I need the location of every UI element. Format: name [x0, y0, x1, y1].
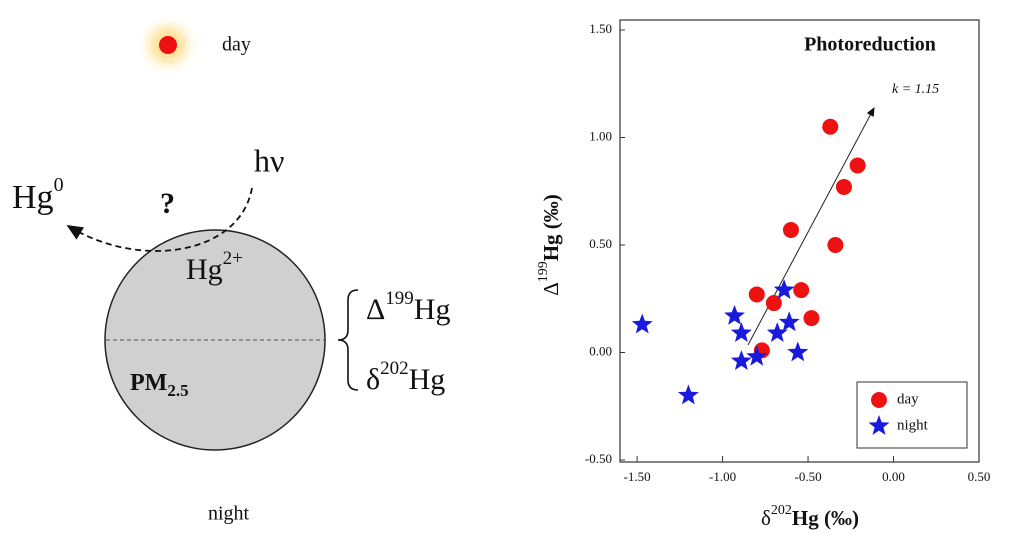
x-tick-label: -1.00: [709, 469, 736, 484]
star-point: [724, 304, 745, 325]
brace: [337, 289, 359, 391]
circle-point: [782, 221, 799, 238]
y-tick-label: 0.50: [589, 236, 612, 251]
night-label: night: [208, 503, 250, 525]
circle-point: [748, 286, 765, 303]
star-point: [778, 311, 800, 332]
star-point: [631, 313, 653, 334]
star-point: [677, 384, 699, 405]
circle-point: [827, 237, 844, 253]
sun: [159, 36, 177, 54]
reduction-arrow: [66, 187, 253, 252]
delta199: Δ199Hg: [366, 288, 450, 326]
plot-frame: [619, 19, 980, 463]
chart-title: Photoreduction: [804, 34, 936, 56]
circle-point: [803, 310, 820, 327]
circle-point: [849, 157, 866, 174]
hg2: Hg2+: [186, 248, 243, 286]
y-tick-label: 1.00: [589, 128, 612, 143]
hg0: Hg0: [12, 174, 64, 216]
y-tick-label: -0.50: [585, 451, 612, 466]
legend-label: night: [897, 417, 929, 433]
circle-point: [793, 282, 810, 299]
x-tick-label: -1.50: [624, 469, 651, 484]
circle-point: [871, 392, 887, 408]
trend-arrow: [747, 107, 875, 346]
annotation: k = 1.15: [892, 82, 939, 97]
moon: [174, 488, 200, 519]
x-axis-label: δ202Hg (‰): [761, 503, 859, 530]
pm25: PM2.5: [130, 370, 189, 400]
y-axis-label: Δ199Hg (‰): [536, 194, 563, 296]
y-tick-label: 0.00: [589, 343, 612, 358]
question: ?: [160, 187, 175, 220]
x-tick-label: 0.50: [968, 469, 991, 484]
y-tick-label: 1.50: [589, 21, 612, 36]
circle-point: [765, 295, 782, 312]
legend-label: day: [897, 391, 919, 407]
day-label: day: [222, 34, 251, 56]
hv: hν: [254, 142, 284, 178]
star-point: [730, 350, 752, 370]
x-tick-label: -0.50: [795, 469, 822, 484]
star-point: [746, 345, 768, 366]
delta202: δ202Hg: [366, 358, 445, 396]
circle-point: [835, 178, 852, 195]
star-point: [868, 415, 890, 435]
x-tick-label: 0.00: [882, 469, 905, 484]
star-point: [730, 322, 752, 342]
circle-point: [822, 118, 839, 135]
star-point: [766, 322, 788, 342]
star-point: [773, 279, 795, 299]
star-point: [787, 341, 809, 362]
